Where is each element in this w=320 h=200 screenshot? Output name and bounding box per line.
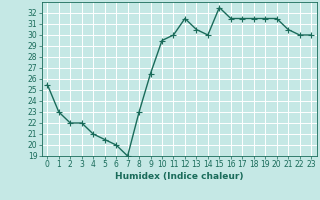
X-axis label: Humidex (Indice chaleur): Humidex (Indice chaleur) (115, 172, 244, 181)
